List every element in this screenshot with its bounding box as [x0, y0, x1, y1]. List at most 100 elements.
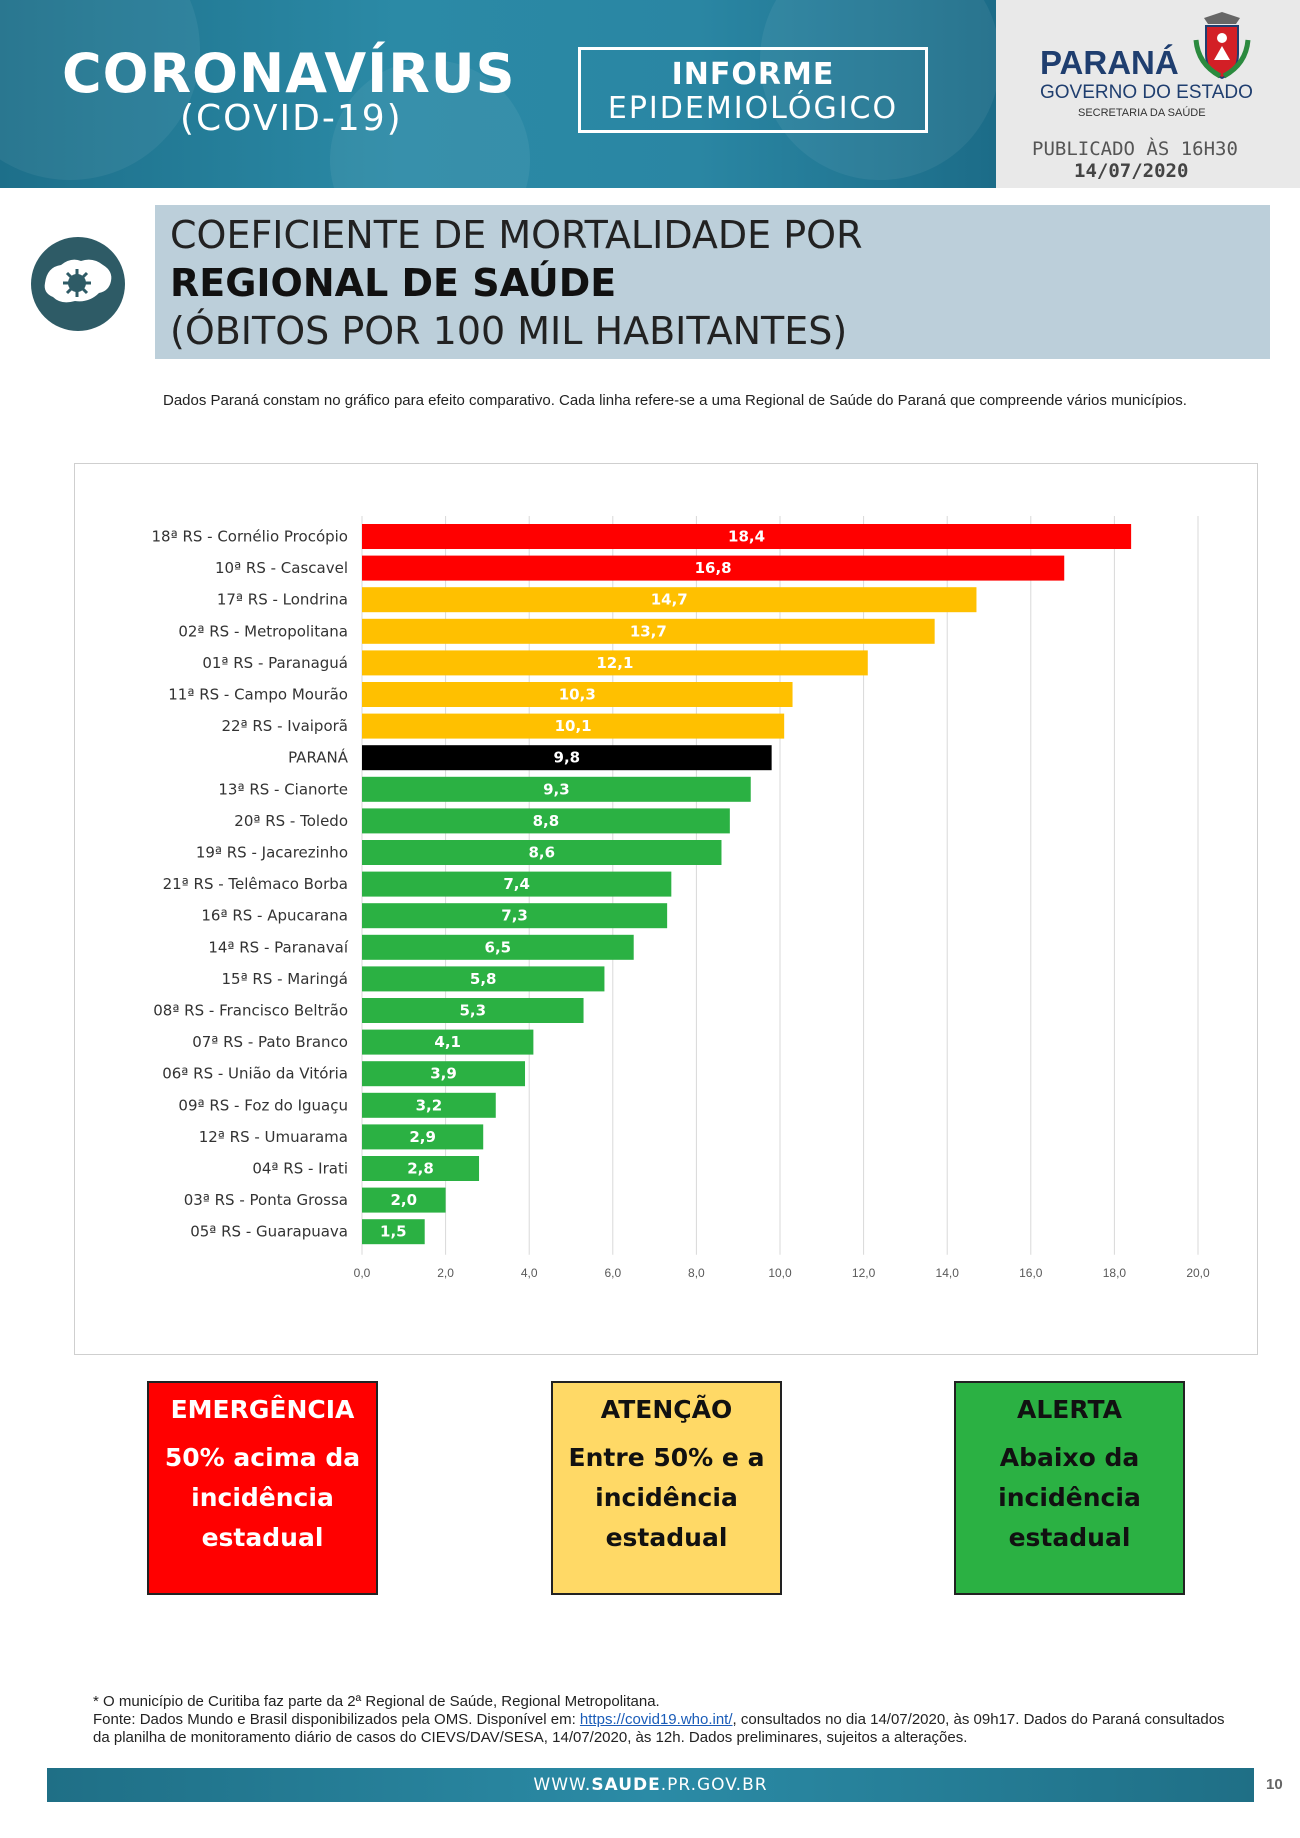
- informe-badge: INFORME EPIDEMIOLÓGICO: [578, 47, 928, 133]
- bar-value-label: 9,3: [543, 780, 570, 798]
- bar: [362, 587, 977, 613]
- bar-value-label: 2,9: [409, 1128, 436, 1146]
- category-label: 02ª RS - Metropolitana: [178, 622, 348, 640]
- legend-atencao-desc: Entre 50% e a incidência estadual: [568, 1443, 765, 1552]
- bar-value-label: 8,8: [533, 812, 560, 830]
- page-header: CORONAVÍRUS (COVID-19) INFORME EPIDEMIOL…: [0, 0, 1300, 188]
- category-label: 15ª RS - Maringá: [221, 970, 348, 988]
- bar-value-label: 3,2: [416, 1096, 443, 1114]
- bar-value-label: 18,4: [728, 528, 765, 546]
- bar-value-label: 10,3: [559, 686, 596, 704]
- bar: [362, 745, 772, 771]
- bar: [362, 1156, 480, 1181]
- bar: [362, 966, 605, 992]
- x-tick-label: 16,0: [1019, 1266, 1043, 1280]
- state-map-icon: [31, 237, 125, 331]
- published-date: 14/07/2020: [1074, 160, 1189, 182]
- category-label: 11ª RS - Campo Mourão: [168, 686, 348, 704]
- x-tick-label: 10,0: [768, 1266, 792, 1280]
- bar-value-label: 2,0: [391, 1191, 418, 1209]
- category-label: 04ª RS - Irati: [252, 1160, 348, 1178]
- bar: [362, 713, 785, 739]
- legend-emergencia-title: EMERGÊNCIA: [170, 1395, 355, 1424]
- legend-atencao-title: ATENÇÃO: [600, 1395, 733, 1424]
- gov-line: GOVERNO DO ESTADO: [1040, 82, 1253, 103]
- bar-value-label: 7,3: [501, 907, 528, 925]
- bar: [362, 1029, 534, 1055]
- footer-bar: WWW.SAUDE.PR.GOV.BR: [47, 1768, 1254, 1802]
- footnote-source: Fonte: Dados Mundo e Brasil disponibiliz…: [93, 1711, 1233, 1747]
- x-tick-label: 6,0: [604, 1266, 621, 1280]
- x-tick-label: 0,0: [354, 1266, 371, 1280]
- category-label: 10ª RS - Cascavel: [215, 559, 348, 577]
- bar-value-label: 1,5: [380, 1223, 407, 1241]
- title-line1: COEFICIENTE DE MORTALIDADE POR: [170, 213, 863, 257]
- chart-note: Dados Paraná constam no gráfico para efe…: [163, 392, 1187, 409]
- footnote-source-pre: Fonte: Dados Mundo e Brasil disponibiliz…: [93, 1711, 580, 1728]
- legend-emergencia: EMERGÊNCIA 50% acima da incidência estad…: [147, 1381, 378, 1595]
- informe-line2: EPIDEMIOLÓGICO: [607, 91, 899, 126]
- bar-value-label: 7,4: [503, 875, 530, 893]
- legend-alerta-desc: Abaixo da incidência estadual: [998, 1443, 1141, 1552]
- footnote: * O município de Curitiba faz parte da 2…: [93, 1693, 1233, 1747]
- bar-value-label: 16,8: [695, 559, 732, 577]
- bar-value-label: 14,7: [651, 591, 688, 609]
- x-tick-label: 20,0: [1186, 1266, 1210, 1280]
- bar-value-label: 4,1: [434, 1033, 461, 1051]
- category-label: 14ª RS - Paranavaí: [208, 938, 349, 956]
- chart-frame: 0,0 2,0 4,0 6,0 8,0 10,0 12,0 14,0 16,0 18,0 20,0 1…: [74, 463, 1258, 1355]
- brand-title: CORONAVÍRUS: [62, 42, 516, 105]
- bar: [362, 934, 634, 960]
- bar-value-label: 5,8: [470, 970, 497, 988]
- footnote-line1: * O município de Curitiba faz parte da 2…: [93, 1693, 660, 1710]
- site-url-suffix: .PR.GOV.BR: [660, 1775, 768, 1795]
- x-tick-label: 8,0: [688, 1266, 705, 1280]
- category-label: 13ª RS - Cianorte: [218, 780, 348, 798]
- bar: [362, 555, 1065, 581]
- legend-atencao: ATENÇÃO Entre 50% e a incidência estadua…: [551, 1381, 782, 1595]
- bar-value-label: 10,1: [555, 717, 592, 735]
- x-tick-label: 18,0: [1103, 1266, 1127, 1280]
- published-time: PUBLICADO ÀS 16H30: [1032, 138, 1238, 160]
- category-label: 07ª RS - Pato Branco: [192, 1033, 348, 1051]
- x-tick-label: 4,0: [521, 1266, 538, 1280]
- bar: [362, 1187, 446, 1213]
- category-label: 05ª RS - Guarapuava: [190, 1223, 348, 1241]
- legend-alerta: ALERTA Abaixo da incidência estadual: [954, 1381, 1185, 1595]
- bar: [362, 808, 730, 834]
- bar: [362, 1219, 425, 1245]
- bar-value-label: 8,6: [528, 844, 555, 862]
- bar-value-label: 6,5: [485, 938, 512, 956]
- bar: [362, 682, 793, 707]
- source-link[interactable]: https://covid19.who.int/: [579, 1711, 733, 1728]
- bar-value-label: 13,7: [630, 622, 667, 640]
- brand-subtitle: (COVID-19): [180, 98, 403, 139]
- category-label: 12ª RS - Umuarama: [199, 1128, 348, 1146]
- bar-value-label: 12,1: [596, 654, 633, 672]
- bar: [362, 650, 868, 676]
- informe-line1: INFORME: [671, 57, 835, 92]
- category-label: 18ª RS - Cornélio Procópio: [152, 528, 348, 546]
- title-line3: (ÓBITOS POR 100 MIL HABITANTES): [170, 309, 848, 353]
- bar: [362, 776, 751, 802]
- site-url-prefix: WWW.: [533, 1775, 592, 1795]
- x-tick-label: 14,0: [936, 1266, 960, 1280]
- title-box: COEFICIENTE DE MORTALIDADE POR REGIONAL …: [155, 205, 1270, 359]
- category-label: 03ª RS - Ponta Grossa: [184, 1191, 348, 1209]
- bar: [362, 618, 935, 644]
- bar-value-label: 2,8: [407, 1160, 434, 1178]
- footnote-source-post: , consultados no dia 14/07/2020, às 09h1…: [93, 1711, 1225, 1746]
- legend-emergencia-desc: 50% acima da incidência estadual: [164, 1443, 361, 1552]
- coat-of-arms-icon: [1193, 12, 1251, 80]
- category-label: 06ª RS - União da Vitória: [162, 1065, 348, 1083]
- bar: [362, 903, 668, 929]
- gov-name: PARANÁ: [1040, 44, 1179, 81]
- bar: [362, 840, 722, 865]
- bar-value-label: 3,9: [430, 1065, 457, 1083]
- gov-secretariat: SECRETARIA DA SAÚDE: [1078, 107, 1206, 119]
- legend-alerta-title: ALERTA: [1017, 1395, 1122, 1424]
- bar: [362, 998, 584, 1023]
- x-tick-label: 2,0: [437, 1266, 454, 1280]
- category-label: 17ª RS - Londrina: [217, 591, 348, 609]
- category-label: PARANÁ: [288, 748, 349, 767]
